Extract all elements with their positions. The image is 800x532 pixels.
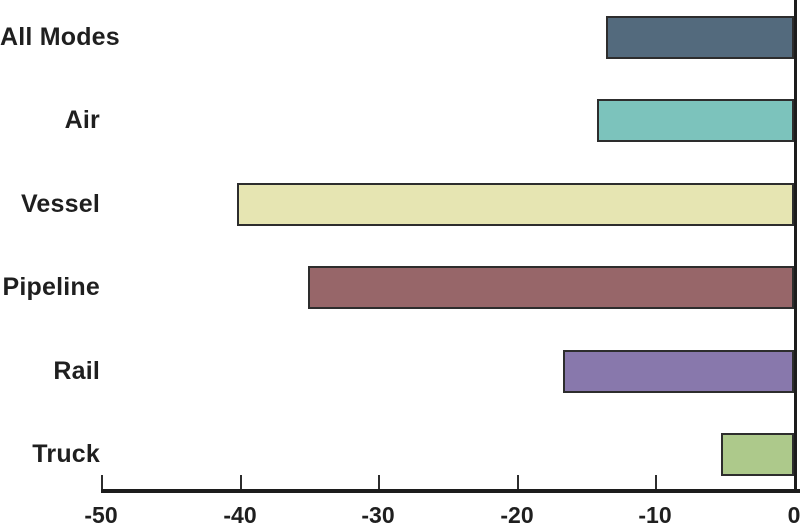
bar-all-modes (606, 16, 794, 59)
x-axis-line (101, 489, 800, 493)
x-axis-tick-neg10 (655, 475, 657, 489)
category-label-all-modes: All Modes (0, 23, 120, 51)
category-label-pipeline: Pipeline (2, 273, 100, 301)
x-axis-tick-label-neg30: -30 (361, 502, 395, 528)
bar-rail (563, 350, 794, 393)
bar-air (597, 99, 794, 142)
x-axis-tick-neg20 (517, 475, 519, 489)
bar-pipeline (308, 266, 794, 309)
x-axis-tick-label-neg40: -40 (223, 502, 257, 528)
x-axis-tick-label-neg10: -10 (638, 502, 672, 528)
category-label-vessel: Vessel (20, 190, 100, 218)
x-axis-tick-neg30 (378, 475, 380, 489)
category-label-truck: Truck (32, 440, 100, 468)
y-axis-zero-line (794, 0, 797, 492)
category-label-air: Air (64, 106, 100, 134)
x-axis-tick-neg40 (240, 475, 242, 489)
category-label-rail: Rail (53, 357, 100, 385)
x-axis-tick-label-neg50: -50 (84, 502, 118, 528)
bar-truck (721, 433, 794, 476)
x-axis-tick-neg50 (101, 475, 103, 489)
x-axis-tick-label-0: 0 (787, 502, 800, 528)
x-axis-tick-label-neg20: -20 (500, 502, 534, 528)
bar-vessel (237, 183, 794, 226)
